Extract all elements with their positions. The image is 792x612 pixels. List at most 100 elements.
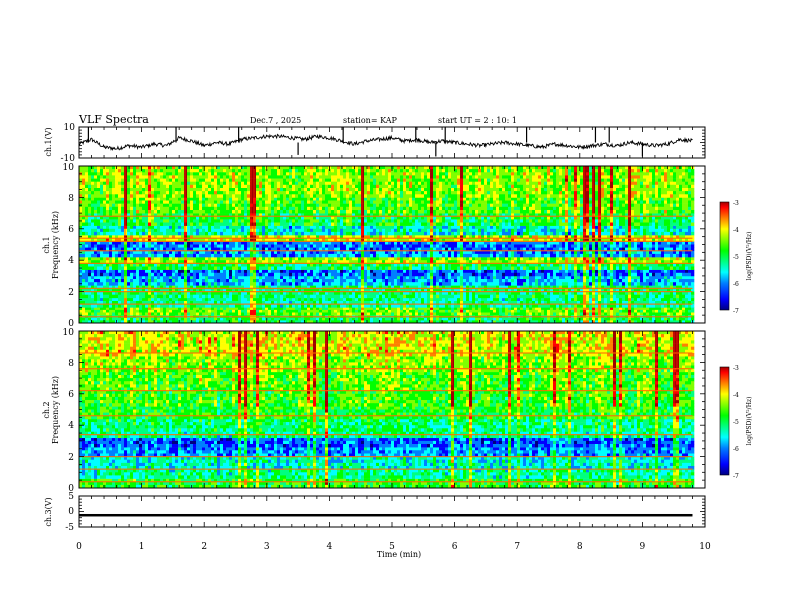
ch1-spec-cell-b1-r0-c34 [181,307,185,311]
ch1-spec-cell-b3-r0-c113 [418,285,422,289]
ch1-spec-cell-b2-r1-c38 [193,301,197,305]
ch1-spec-cell-b5-r0-c153 [538,269,542,274]
ch1-spec-cell-b5-r0-c75 [304,269,308,274]
ch1-spec-cell-b8-r1-c68 [283,253,287,258]
ch1-spec-cell-b3-r2-c80 [319,291,323,296]
ch1-spec-cell-b0-r1-c26 [157,317,161,321]
ch1-spec-cell-b1-r2-c168 [583,312,587,316]
ch1-spec-cell-b7-r0-c198 [673,257,677,261]
ch1-spec-cell-b4-r2-c61 [262,282,266,286]
ch1-spec-cell-b0-r1-c71 [292,317,296,321]
ch1-spec-cell-b3-r3-c125 [454,294,458,299]
ch1-spec-cell-b1-r0-c31 [172,307,176,311]
ch1-spec-cell-b1-r1-c65 [274,309,278,313]
ch1-spec-cell-b3-r3-c108 [403,294,407,299]
ch1-spec-cell-b1-r1-c17 [130,309,134,313]
ch1-spec-cell-b3-r2-c62 [265,291,269,296]
ch1-spec-cell-b0-r1-c20 [139,317,143,321]
ch1-spec-cell-b6-r1-c62 [265,266,269,270]
ch1-spec-cell-b1-r2-c174 [601,312,605,316]
ch1-spec-cell-b1-r0-c74 [301,307,305,311]
ch1-spec-cell-b0-r2-c195 [664,320,668,323]
ch1-spec-cell-b3-r1-c200 [679,288,683,292]
ch1-spec-cell-b0-r2-c175 [604,320,608,323]
ch1-spec-cell-b2-r2-c148 [523,304,527,308]
ch1-spec-cell-b2-r1-c55 [244,301,248,305]
ch1-spec-cell-b5-r1-c62 [265,272,269,277]
ch1-spec-cell-b1-r1-c80 [319,309,323,313]
ch1-spec-cell-b6-r0-c153 [538,263,542,267]
ch1-spec-cell-b8-r0-c38 [193,250,197,255]
ch1-spec-cell-b4-r1-c119 [436,279,440,283]
ch1-spec-cell-b3-r0-c121 [442,285,446,289]
ch1-spec-cell-b0-r2-c67 [280,320,284,323]
ch1-spec-cell-b8-r1-c103 [388,253,392,258]
ch1-spec-cell-b4-r0-c169 [586,275,590,280]
ch1-spec-cell-b3-r1-c199 [676,288,680,292]
ch1-spec-cell-b1-r0-c99 [376,307,380,311]
ch1-spec-cell-b1-r2-c73 [298,312,302,316]
ch1-spec-cell-b7-r1-c43 [208,260,212,264]
ch1-spec-cell-b4-r0-c95 [364,275,368,280]
ch1-spec-cell-b1-r2-c25 [154,312,158,316]
ch1-spec-cell-b0-r1-c142 [505,317,509,321]
ch1-spec-cell-b2-r0-c61 [262,297,266,302]
ch1-spec-cell-b3-r3-c40 [199,294,203,299]
ch1-spec-cell-b3-r3-c162 [565,294,569,299]
ch1-spec-cell-b7-r0-c119 [436,257,440,261]
ch1-spec-cell-b2-r1-c185 [634,301,638,305]
ch1-spec-cell-b3-r2-c116 [427,291,431,296]
ch1-spec-cell-b2-r1-c84 [331,301,335,305]
ch1-spec-cell-b3-r1-c131 [472,288,476,292]
ch1-spec-cell-b4-r0-c0 [79,275,83,280]
ch1-spec-cell-b1-r0-c71 [292,307,296,311]
ch1-spec-cell-b1-r2-c186 [637,312,641,316]
ch1-spec-cell-b0-r1-c184 [631,317,635,321]
ch1-spec-cell-b0-r1-c79 [316,317,320,321]
ch1-spec-cell-b2-r1-c65 [274,301,278,305]
ch1-spec-cell-b5-r1-c177 [610,272,614,277]
ch1-spec-cell-b8-r0-c120 [439,250,443,255]
ch1-spec-cell-b7-r0-c190 [649,257,653,261]
ch1-spec-cell-b8-r0-c26 [157,250,161,255]
ch1-spec-cell-b2-r2-c119 [436,304,440,308]
ch1-spec-cell-b1-r1-c169 [586,309,590,313]
ch1-spec-cell-b0-r2-c151 [532,320,536,323]
ch1-spec-cell-b2-r0-c43 [208,297,212,302]
ch1-spec-cell-b4-r2-c46 [217,282,221,286]
ch1-spec-cell-b3-r0-c86 [337,285,341,289]
ch1-spec-cell-b7-r0-c0 [79,257,83,261]
ch1-spec-cell-b2-r2-c128 [463,304,467,308]
ch1-spec-cell-b3-r2-c39 [196,291,200,296]
ch1-spec-cell-b6-r0-c122 [445,263,449,267]
ch1-spec-cell-b1-r2-c56 [247,312,251,316]
ch1-spec-cell-b8-r1-c4 [91,253,95,258]
ch1-spec-cell-b2-r2-c55 [244,304,248,308]
ch1-spec-cell-b3-r0-c201 [682,285,686,289]
ch1-spec-cell-b2-r0-c126 [457,297,461,302]
ch1-spec-cell-b6-r0-c33 [178,263,182,267]
ch1-spec-cell-b1-r1-c126 [457,309,461,313]
ch1-spec-cell-b3-r1-c155 [544,288,548,292]
ch1-spec-cell-b8-r0-c115 [424,250,428,255]
ch1-spec-cell-b0-r2-c109 [406,320,410,323]
ch1-spec-cell-b5-r1-c15 [124,272,128,277]
ch1-spec-cell-b1-r2-c70 [289,312,293,316]
ch1-spec-cell-b3-r1-c85 [334,288,338,292]
ch1-spec-cell-b1-r0-c105 [394,307,398,311]
ch1-spec-cell-b3-r1-c60 [259,288,263,292]
ch1-spec-cell-b3-r0-c161 [562,285,566,289]
ch1-spec-cell-b2-r2-c136 [487,304,491,308]
ch1-spec-cell-b2-r2-c161 [562,304,566,308]
ch1-spec-cell-b1-r0-c14 [121,307,125,311]
ch1-spec-cell-b5-r1-c181 [622,272,626,277]
ch1-spec-cell-b4-r2-c17 [130,282,134,286]
ch1-spec-cell-b7-r1-c84 [331,260,335,264]
ch1-spec-cell-b4-r0-c194 [661,275,665,280]
ch1-spec-cell-b7-r1-c25 [154,260,158,264]
ch1-spec-cell-b0-r1-c36 [187,317,191,321]
ch1-spec-cell-b0-r1-c182 [625,317,629,321]
ch1-spec-cell-b1-r2-c196 [667,312,671,316]
ch1-spec-cell-b3-r1-c6 [97,288,101,292]
ch1-spec-cell-b0-r2-c165 [574,320,578,323]
